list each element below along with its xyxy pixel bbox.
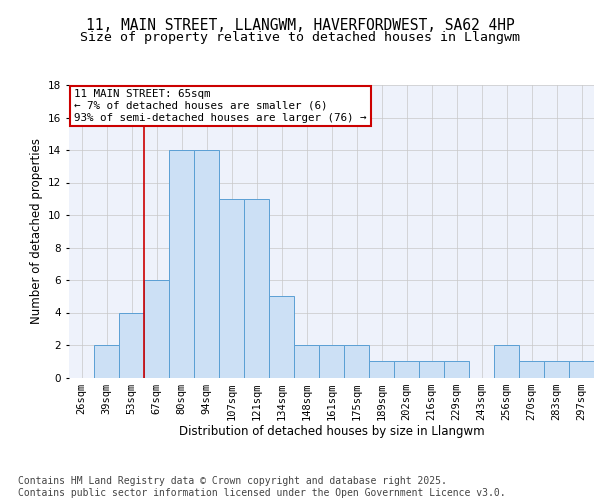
Text: Size of property relative to detached houses in Llangwm: Size of property relative to detached ho… — [80, 31, 520, 44]
Bar — [544, 361, 569, 378]
Bar — [94, 345, 119, 378]
Bar — [444, 361, 469, 378]
Bar — [144, 280, 169, 378]
Bar — [269, 296, 294, 378]
Y-axis label: Number of detached properties: Number of detached properties — [29, 138, 43, 324]
Bar — [169, 150, 194, 378]
Bar — [294, 345, 319, 378]
Bar — [519, 361, 544, 378]
Bar — [369, 361, 394, 378]
Bar — [394, 361, 419, 378]
Bar — [419, 361, 444, 378]
Text: Contains HM Land Registry data © Crown copyright and database right 2025.
Contai: Contains HM Land Registry data © Crown c… — [18, 476, 506, 498]
Text: 11, MAIN STREET, LLANGWM, HAVERFORDWEST, SA62 4HP: 11, MAIN STREET, LLANGWM, HAVERFORDWEST,… — [86, 18, 514, 32]
Text: 11 MAIN STREET: 65sqm
← 7% of detached houses are smaller (6)
93% of semi-detach: 11 MAIN STREET: 65sqm ← 7% of detached h… — [74, 90, 367, 122]
Bar — [194, 150, 219, 378]
Bar — [344, 345, 369, 378]
Bar — [219, 198, 244, 378]
Bar — [119, 312, 144, 378]
Bar — [319, 345, 344, 378]
X-axis label: Distribution of detached houses by size in Llangwm: Distribution of detached houses by size … — [179, 426, 484, 438]
Bar — [244, 198, 269, 378]
Bar — [494, 345, 519, 378]
Bar — [569, 361, 594, 378]
